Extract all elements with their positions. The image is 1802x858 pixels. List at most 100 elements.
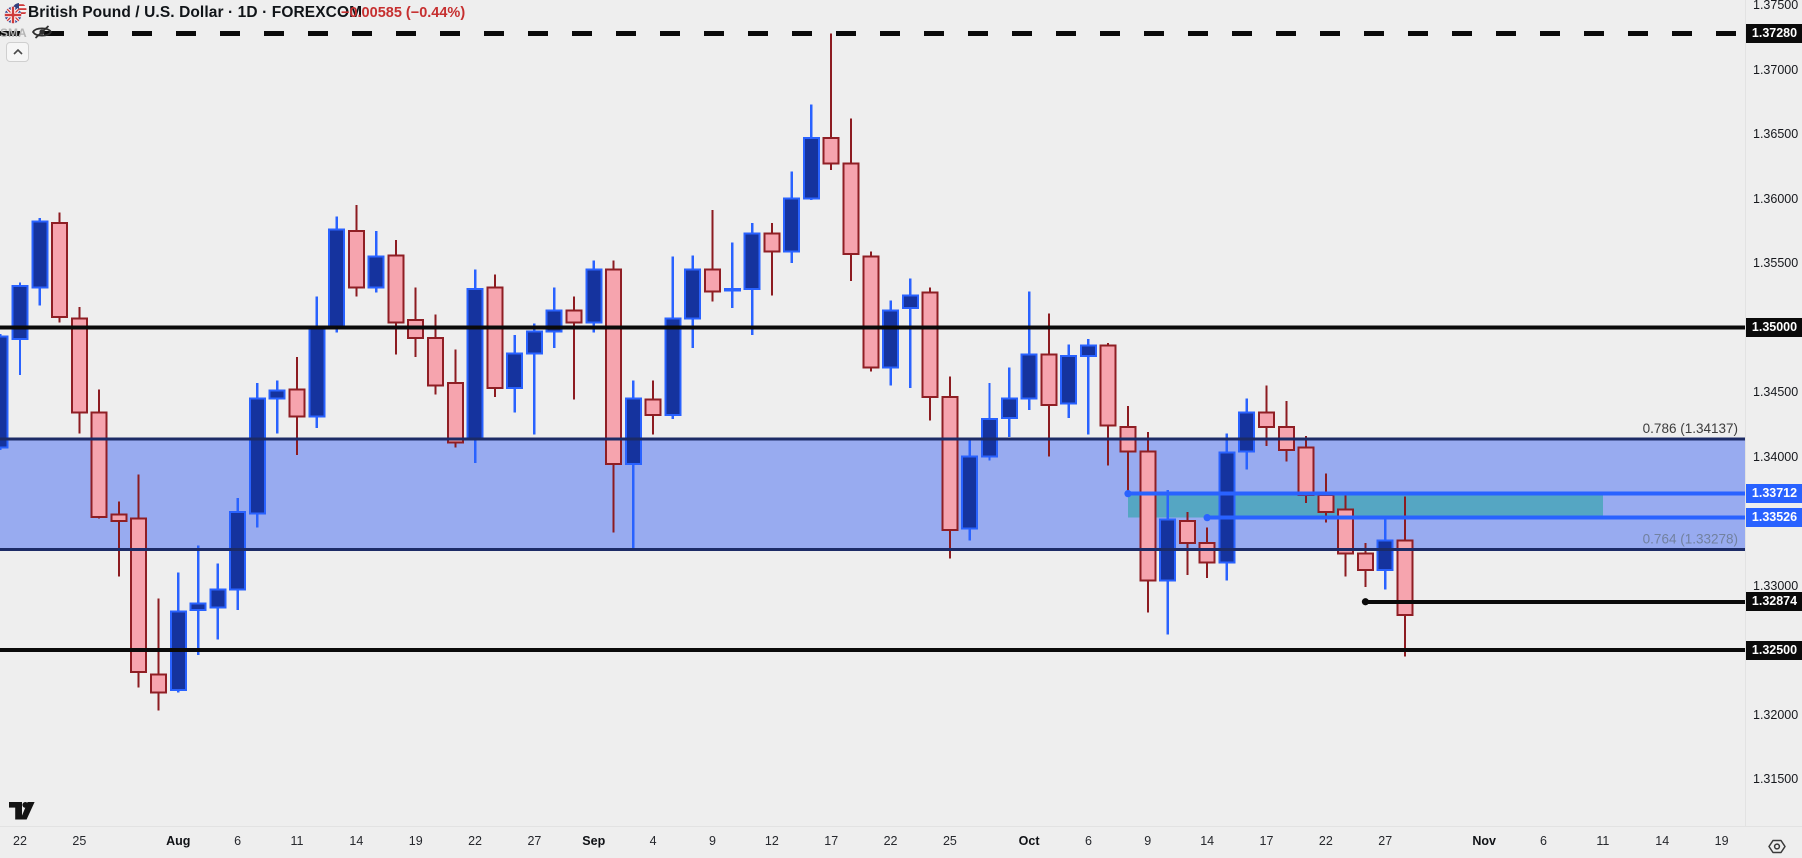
candlestick-chart-pane[interactable]: 0.786 (1.34137) 0.764 (1.33278): [0, 0, 1745, 826]
time-tick-label: 11: [290, 834, 304, 848]
time-tick-label: 19: [408, 834, 423, 848]
candle-down: [1040, 353, 1058, 406]
candle-down: [941, 396, 959, 532]
candle-up: [1079, 344, 1097, 357]
ray-anchor-dot[interactable]: [1361, 598, 1370, 606]
time-tick-label: 27: [1378, 834, 1393, 848]
price-level-chip: 1.32500: [1746, 640, 1802, 660]
time-tick-label: 22: [883, 834, 898, 848]
candle-up: [1000, 397, 1018, 419]
time-tick-label: 27: [527, 834, 542, 848]
candle-down: [644, 398, 662, 417]
fib-level-label-786[interactable]: 0.786 (1.34137): [1643, 421, 1738, 436]
candle-up: [31, 220, 49, 289]
time-tick-month-label: Nov: [1472, 834, 1496, 848]
candle-down: [921, 291, 939, 399]
chevron-up-icon: [12, 49, 23, 55]
candle-up: [802, 136, 820, 200]
price-tick-label: 1.34500: [1753, 385, 1799, 399]
candle-up: [268, 389, 286, 400]
candle-down: [51, 222, 69, 319]
price-tick-label: 1.33000: [1753, 578, 1799, 593]
candle-down: [288, 388, 306, 418]
candle-down: [70, 317, 88, 414]
price-level-chip: 1.37280: [1746, 23, 1802, 43]
time-tick-label: 17: [824, 834, 839, 848]
teal-rectangle-zone[interactable]: [1128, 493, 1603, 518]
candle-up: [367, 255, 385, 289]
price-tick-label: 1.32000: [1753, 707, 1799, 722]
candle-down: [486, 286, 504, 390]
candle-up: [466, 287, 484, 441]
candle-down: [1356, 552, 1374, 572]
time-axis[interactable]: 22 25 Aug 6 11 14 19 22 27 Sep 4 9 12 17 22 25 Oct 6 9 14 17…: [0, 826, 1802, 858]
indicator-label: SMA: [0, 26, 27, 40]
axis-settings-icon[interactable]: [1768, 838, 1786, 855]
candle-down: [347, 229, 365, 289]
candle-up: [209, 588, 227, 609]
fib-level-label-764[interactable]: 0.764 (1.33278): [1643, 532, 1738, 547]
time-tick-month-label: Aug: [166, 834, 191, 848]
time-tick-label: 14: [1655, 834, 1670, 848]
candle-up: [1218, 451, 1236, 564]
eye-off-icon[interactable]: [31, 24, 53, 40]
price-level-chip: 1.33712: [1746, 484, 1802, 504]
price-tick-label: 1.35500: [1753, 256, 1799, 270]
time-tick-label: 25: [942, 834, 957, 848]
candle-up: [1238, 411, 1256, 453]
candle-down: [426, 336, 444, 387]
collapse-indicators-button[interactable]: [6, 42, 29, 62]
candle-up: [624, 397, 642, 466]
price-tick-label: 1.37500: [1753, 0, 1799, 12]
candle-up: [684, 268, 702, 320]
tradingview-logo[interactable]: [9, 802, 35, 821]
candle-down: [1198, 541, 1216, 564]
candle-up: [1376, 539, 1394, 572]
price-tick-label: 1.37000: [1753, 62, 1799, 77]
time-tick-label: 6: [234, 834, 242, 848]
time-tick-label: 25: [72, 834, 87, 848]
candle-up: [248, 397, 266, 515]
time-tick-label: 22: [1318, 834, 1333, 848]
candle-up: [11, 285, 29, 341]
candle-up: [189, 602, 207, 612]
ray-anchor-dot[interactable]: [1124, 490, 1132, 498]
price-tick-label: 1.36500: [1753, 127, 1799, 141]
candle-down: [446, 381, 464, 444]
price-tick-label: 1.31500: [1753, 772, 1799, 786]
candle-down: [1317, 494, 1335, 513]
price-level-chip: 1.32874: [1746, 592, 1802, 612]
candle-up: [723, 287, 741, 292]
candle-down: [130, 517, 148, 673]
candle-down: [703, 268, 721, 293]
time-tick-label: 4: [649, 834, 657, 848]
time-tick-label: 22: [468, 834, 483, 848]
candle-up: [783, 197, 801, 253]
candle-up: [525, 330, 543, 355]
candle-down: [149, 673, 167, 694]
candle-down: [565, 309, 583, 324]
time-tick-label: 14: [349, 834, 364, 848]
price-scale[interactable]: 1.37500 1.37000 1.36500 1.36000 1.35500 1.345…: [1745, 0, 1802, 826]
candle-up: [308, 326, 326, 418]
candle-down: [1099, 344, 1117, 427]
time-tick-label: 11: [1596, 834, 1610, 848]
price-level-chip: 1.35000: [1746, 318, 1802, 337]
candle-up: [664, 317, 682, 417]
candle-down: [90, 411, 108, 519]
ray-anchor-dot[interactable]: [1203, 514, 1211, 522]
time-tick-label: 19: [1714, 834, 1729, 848]
candle-down: [763, 232, 781, 253]
time-tick-month-label: Oct: [1018, 834, 1040, 848]
candle-down: [1178, 520, 1196, 544]
time-tick-month-label: Sep: [582, 834, 606, 848]
candle-down: [1258, 411, 1276, 428]
candle-up: [901, 294, 919, 310]
candle-up: [506, 352, 524, 390]
time-tick-label: 6: [1084, 834, 1092, 848]
price-tick-label: 1.36000: [1753, 191, 1799, 206]
time-tick-label: 9: [709, 834, 716, 848]
time-tick-label: 22: [13, 834, 27, 848]
candle-down: [110, 513, 128, 522]
